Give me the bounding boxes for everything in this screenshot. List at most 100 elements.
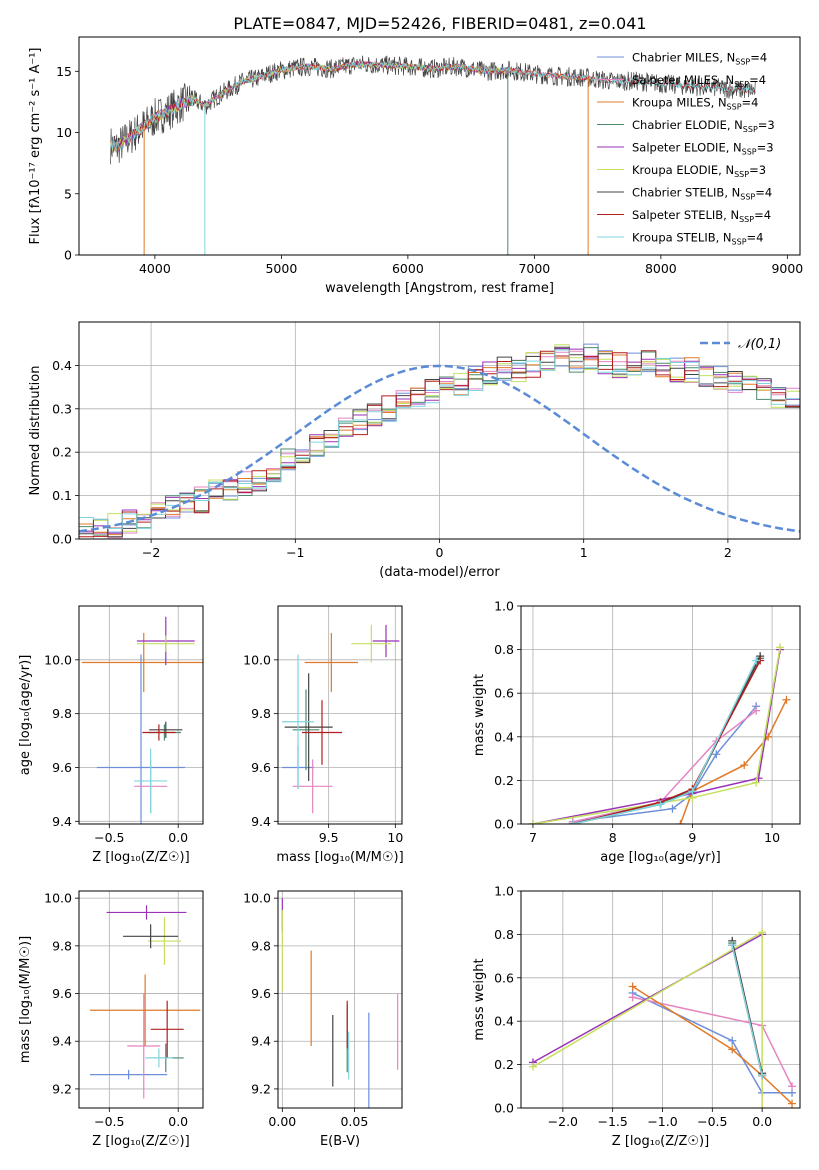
x-tick-label: −0.5 bbox=[94, 830, 124, 845]
y-tick-label: 9.2 bbox=[52, 1081, 72, 1096]
x-tick-label: −1.5 bbox=[597, 1114, 627, 1129]
y-tick-label: 0.6 bbox=[494, 970, 514, 985]
y-tick-label: 0.3 bbox=[52, 401, 72, 416]
y-tick-label: 0.0 bbox=[52, 532, 72, 547]
y-tick-label: 0 bbox=[64, 248, 72, 263]
weight-marker bbox=[656, 800, 665, 809]
x-tick-label: 10 bbox=[764, 830, 780, 845]
y-tick-label: 0.4 bbox=[494, 729, 514, 744]
histogram-step bbox=[79, 344, 800, 539]
x-tick-label: −2 bbox=[142, 545, 160, 560]
weight-marker bbox=[688, 787, 697, 796]
weight-line bbox=[572, 660, 761, 824]
weight-marker bbox=[782, 695, 791, 704]
weight-marker bbox=[528, 1062, 537, 1071]
y-tick-label: 10.0 bbox=[44, 652, 72, 667]
panel-spectrum: 4000 5000 6000 7000 8000 9000 0 5 10 15 wavelength… bbox=[28, 36, 803, 296]
histogram-step bbox=[79, 351, 800, 536]
y-axis-label: Flux [fλ10⁻¹⁷ erg cm⁻² s⁻¹ A⁻¹] bbox=[28, 48, 43, 245]
y-tick-label: 0.8 bbox=[494, 927, 514, 942]
y-tick-label: 0.8 bbox=[494, 642, 514, 657]
y-axis-label: mass weight bbox=[472, 958, 487, 1040]
plot-area bbox=[528, 643, 791, 824]
x-tick-label: 1 bbox=[580, 545, 588, 560]
y-tick-label: 0.4 bbox=[52, 358, 72, 373]
weight-marker bbox=[712, 750, 721, 759]
x-tick-label: −0.5 bbox=[697, 1114, 727, 1129]
legend-label: Salpeter ELODIE, NSSP=3 bbox=[632, 141, 774, 157]
x-axis-label: Z [log₁₀(Z/Z☉)] bbox=[92, 850, 189, 865]
plot-area bbox=[81, 616, 203, 824]
x-tick-label: −1 bbox=[286, 545, 304, 560]
axes-frame bbox=[277, 890, 403, 1109]
weight-marker bbox=[528, 820, 537, 824]
plot-area bbox=[528, 928, 797, 1108]
x-tick-label: 9000 bbox=[771, 261, 803, 276]
y-tick-label: 1.0 bbox=[494, 884, 514, 899]
x-tick-label: 6000 bbox=[392, 261, 424, 276]
plot-area bbox=[90, 905, 201, 1099]
x-tick-label: 4000 bbox=[139, 261, 171, 276]
x-tick-label: 7 bbox=[529, 830, 537, 845]
panel-weight_vs_Z: −2.0 −1.5 −1.0 −0.5 0.0 0.0 0.2 0.4 0.6 0.8 1.0 Z [… bbox=[472, 884, 801, 1149]
weight-marker bbox=[628, 982, 637, 991]
plot-area bbox=[110, 55, 757, 255]
y-tick-label: 10.0 bbox=[243, 652, 271, 667]
y-tick-label: 0.4 bbox=[494, 1014, 514, 1029]
x-axis-label: Z [log₁₀(Z/Z☉)] bbox=[612, 1134, 709, 1149]
x-tick-label: 2 bbox=[724, 545, 732, 560]
y-tick-label: 9.4 bbox=[251, 814, 271, 829]
y-axis-label: mass [log₁₀(M/M☉)] bbox=[18, 936, 33, 1063]
x-tick-label: 0.0 bbox=[168, 830, 188, 845]
weight-line bbox=[572, 660, 757, 824]
y-tick-label: 10 bbox=[56, 125, 72, 140]
histogram-step bbox=[79, 349, 800, 529]
x-tick-label: 0.00 bbox=[268, 1114, 296, 1129]
x-tick-label: −1.0 bbox=[647, 1114, 677, 1129]
plot-area bbox=[282, 624, 400, 814]
axes-frame bbox=[277, 605, 403, 825]
axes-frame bbox=[78, 321, 801, 540]
x-tick-label: 0 bbox=[436, 545, 444, 560]
panel-weight_vs_age: 7 8 9 10 0.0 0.2 0.4 0.6 0.8 1.0 age [log₁₀(age/yr… bbox=[472, 599, 801, 865]
weight-line bbox=[532, 649, 781, 824]
weight-marker bbox=[752, 706, 761, 715]
weight-line bbox=[532, 930, 763, 1108]
weight-marker bbox=[752, 656, 761, 665]
x-tick-label: −2.0 bbox=[548, 1114, 578, 1129]
y-tick-label: 0.2 bbox=[52, 445, 72, 460]
y-tick-label: 9.6 bbox=[251, 986, 271, 1001]
plot-area bbox=[281, 898, 399, 1108]
panel-residuals: −2 −1 0 1 2 0.0 0.1 0.2 0.3 0.4 (data-model)/error… bbox=[28, 321, 801, 580]
y-tick-label: 0.0 bbox=[494, 1101, 514, 1116]
panel-mass_vs_Z: −0.5 0.0 9.2 9.4 9.6 9.8 10.0 Z [log₁₀(Z/Z☉)] ma… bbox=[18, 890, 204, 1149]
y-tick-label: 9.6 bbox=[52, 760, 72, 775]
weight-marker bbox=[758, 1071, 767, 1080]
x-tick-label: 0.0 bbox=[168, 1114, 188, 1129]
weight-line bbox=[532, 933, 763, 1064]
spectrum-line bbox=[110, 55, 757, 165]
x-tick-label: 8000 bbox=[645, 261, 677, 276]
y-axis-label: Normed distribution bbox=[28, 366, 43, 496]
x-tick-label: 10 bbox=[387, 830, 403, 845]
x-axis-label: E(B-V) bbox=[320, 1134, 360, 1149]
y-tick-label: 9.8 bbox=[52, 706, 72, 721]
histogram-step bbox=[79, 348, 800, 534]
x-tick-label: −0.5 bbox=[94, 1114, 124, 1129]
weight-marker bbox=[758, 1104, 767, 1108]
y-tick-label: 0.6 bbox=[494, 686, 514, 701]
y-tick-label: 10.0 bbox=[243, 891, 271, 906]
axes-frame bbox=[78, 605, 204, 825]
weight-marker bbox=[568, 820, 577, 824]
panel-mass_vs_EBV: 0.00 0.05 9.2 9.4 9.6 9.8 10.0 E(B-V) bbox=[243, 890, 403, 1149]
weight-marker bbox=[628, 993, 637, 1002]
y-tick-label: 15 bbox=[56, 64, 72, 79]
weight-marker bbox=[740, 761, 749, 770]
y-tick-label: 9.8 bbox=[251, 938, 271, 953]
x-axis-label: mass [log₁₀(M/M☉)] bbox=[276, 850, 403, 865]
legend: Chabrier MILES, NSSP=4 Salpeter MILES, NS… bbox=[597, 51, 775, 247]
axes-frame bbox=[78, 36, 801, 256]
axes-frame bbox=[520, 890, 801, 1109]
legend-label: Kroupa STELIB, NSSP=4 bbox=[632, 231, 763, 247]
